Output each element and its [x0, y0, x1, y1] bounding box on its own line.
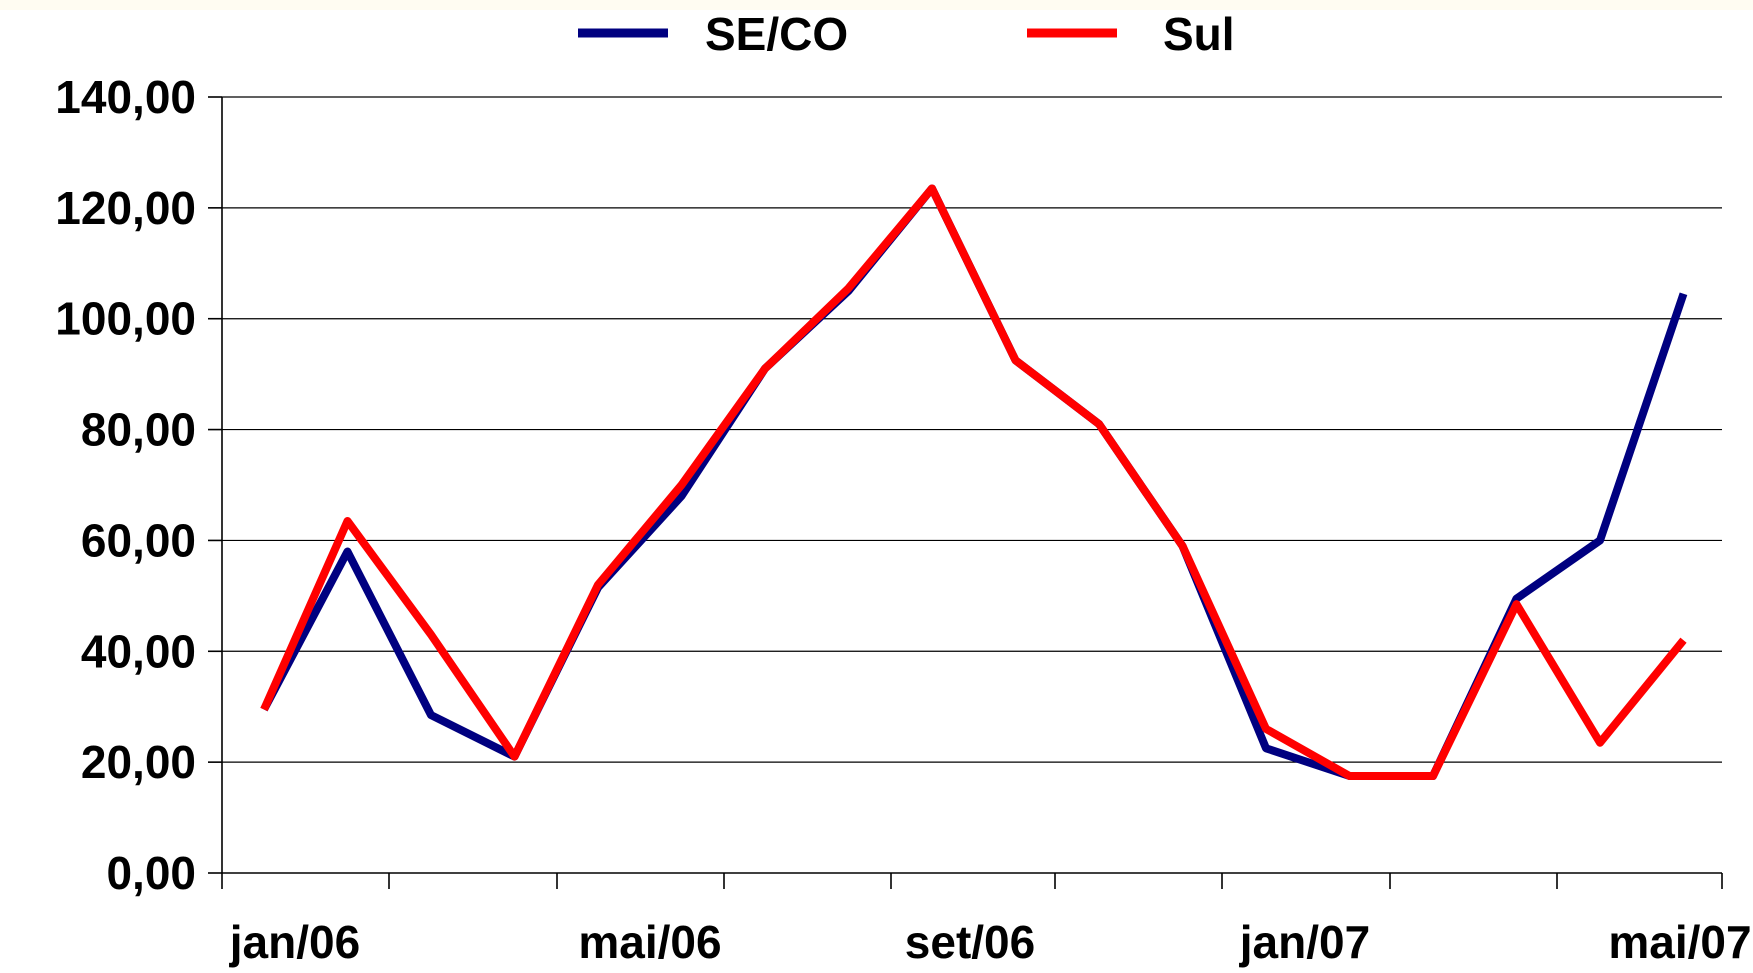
x-tick-label: mai/07: [1608, 916, 1751, 968]
legend: SE/CO Sul: [578, 8, 1235, 60]
x-tick-label: jan/06: [229, 916, 360, 968]
y-tick-label: 100,00: [55, 293, 196, 345]
axes: [208, 96, 1723, 889]
top-band: [0, 0, 1753, 10]
y-tick-label: 60,00: [81, 514, 196, 566]
x-tick-label: mai/06: [578, 916, 721, 968]
gridlines: [222, 96, 1722, 763]
y-tick-label: 20,00: [81, 736, 196, 788]
y-tick-label: 120,00: [55, 182, 196, 234]
legend-label-se-co: SE/CO: [705, 8, 848, 60]
x-tick-label: set/06: [905, 916, 1035, 968]
y-tick-labels: 0,00 20,00 40,00 60,00 80,00 100,00 120,00 140,…: [55, 71, 196, 899]
x-tick-labels: jan/06 mai/06 set/06 jan/07 mai/07: [229, 916, 1752, 968]
y-tick-label: 40,00: [81, 625, 196, 677]
x-tick-label: jan/07: [1239, 916, 1370, 968]
series-lines: [260, 184, 1688, 780]
legend-label-sul: Sul: [1163, 8, 1235, 60]
y-tick-label: 0,00: [106, 847, 196, 899]
series-line-sul: [260, 184, 1687, 780]
y-tick-label: 80,00: [81, 404, 196, 456]
y-tick-label: 140,00: [55, 71, 196, 123]
